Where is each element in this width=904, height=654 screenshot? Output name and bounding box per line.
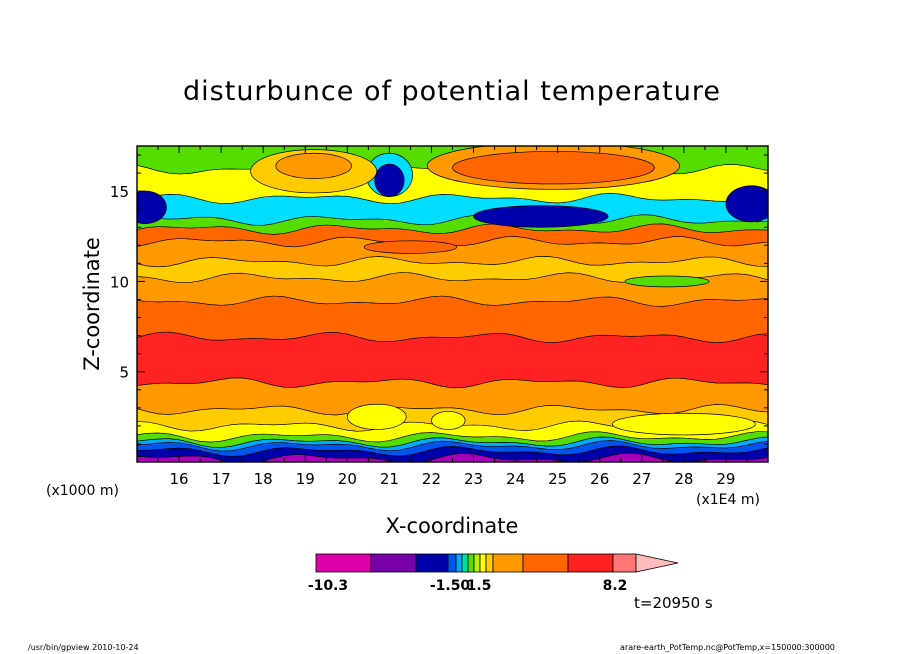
colorbar-cell-7 xyxy=(473,553,481,573)
y-tick-label: 15 xyxy=(110,183,129,201)
x-tick-label: 24 xyxy=(506,470,525,488)
colorbar-cell-2 xyxy=(415,553,449,573)
x-tick-label: 18 xyxy=(254,470,273,488)
footer-right: arare-earth_PotTemp.nc@PotTemp,x=150000:… xyxy=(620,643,835,652)
contour-blob-7 xyxy=(452,151,655,185)
axis-ticks: 16 17 18 19 20 21 22 23 24 25 26 27 28 29 5 10 15 xyxy=(110,146,768,488)
contour-blob-1 xyxy=(725,185,768,223)
colorbar-cell-1 xyxy=(370,553,417,573)
colorbar-cell-10 xyxy=(492,553,524,573)
colorbar-arrow xyxy=(635,553,679,573)
colorbar-cell-11 xyxy=(522,553,569,573)
x-tick-label: 28 xyxy=(674,470,693,488)
x-axis-label: X-coordinate xyxy=(385,514,519,538)
colorbar-label: -10.3 xyxy=(307,578,349,594)
colorbar-cell-13 xyxy=(612,553,637,573)
contour-blob-13 xyxy=(612,412,756,436)
contour-blob-3 xyxy=(374,163,405,197)
contour-blob-11 xyxy=(346,403,407,430)
contour-blob-12 xyxy=(431,411,466,430)
y-unit-note: (x1000 m) xyxy=(46,483,119,499)
colorbar-cell-6 xyxy=(467,553,475,573)
colorbar-cell-8 xyxy=(479,553,487,573)
x-tick-label: 26 xyxy=(590,470,609,488)
contour-blob-0 xyxy=(137,190,167,224)
colorbar-cell-12 xyxy=(567,553,614,573)
x-unit-note: (x1E4 m) xyxy=(696,492,760,508)
y-tick-label: 10 xyxy=(110,273,129,291)
x-tick-label: 29 xyxy=(716,470,735,488)
x-tick-label: 27 xyxy=(632,470,651,488)
colorbar-label: 8.2 xyxy=(602,578,628,594)
footer-left: /usr/bin/gpview 2010-10-24 xyxy=(28,643,139,652)
contour-blob-5 xyxy=(275,152,352,179)
x-tick-label: 23 xyxy=(464,470,483,488)
colorbar-label: 1.5 xyxy=(466,578,492,594)
contour-blob-10 xyxy=(624,275,710,288)
colorbar-label: -1.50 xyxy=(429,578,471,594)
x-tick-label: 17 xyxy=(212,470,231,488)
contour-field xyxy=(137,146,768,462)
colorbar-cell-3 xyxy=(447,553,457,573)
colorbar-cell-9 xyxy=(485,553,494,573)
colorbar-cell-5 xyxy=(461,553,469,573)
y-tick-label: 5 xyxy=(119,364,129,382)
colorbar xyxy=(315,553,679,573)
contour-blob-8 xyxy=(473,205,609,228)
colorbar-cell-0 xyxy=(315,553,372,573)
x-tick-label: 16 xyxy=(170,470,189,488)
colorbar-cell-4 xyxy=(455,553,463,573)
chart-title: disturbunce of potential temperature xyxy=(183,76,721,107)
x-tick-label: 21 xyxy=(380,470,399,488)
x-tick-label: 22 xyxy=(422,470,441,488)
y-axis-label: Z-coordinate xyxy=(80,237,104,371)
time-annotation: t=20950 s xyxy=(634,594,713,612)
contour-features xyxy=(137,146,768,436)
contour-blob-9 xyxy=(363,240,458,254)
x-tick-label: 25 xyxy=(548,470,567,488)
x-tick-label: 20 xyxy=(338,470,357,488)
x-tick-label: 19 xyxy=(296,470,315,488)
